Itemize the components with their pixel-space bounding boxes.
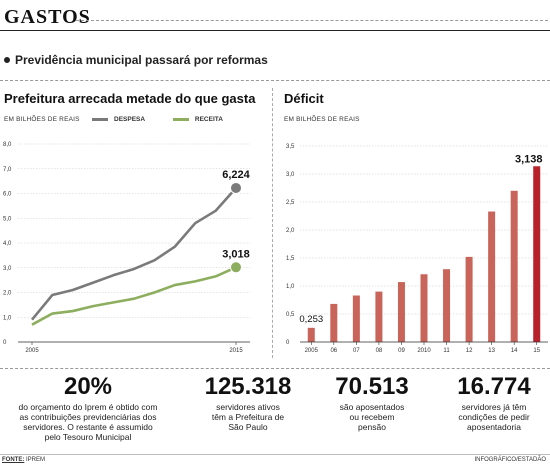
stat-text: são aposentados ou recebem pensão	[339, 402, 405, 432]
line-chart-xtick-label: 2015	[229, 348, 243, 354]
bar-data-label: 0,253	[299, 314, 323, 325]
deficit-bar	[352, 295, 360, 342]
stat-value: 20%	[63, 373, 113, 400]
deficit-bar	[465, 256, 473, 342]
separator-rule	[0, 80, 550, 81]
stat-value: 16.774	[457, 373, 531, 400]
legend-label-receita: RECEITA	[194, 116, 223, 123]
stat-value: 70.513	[335, 373, 409, 400]
bar-chart-ytick-label: 2,5	[286, 200, 295, 206]
bar-chart-xtick-label: 14	[511, 348, 518, 354]
deficit-bar	[510, 190, 518, 342]
page-title: GASTOS	[4, 6, 91, 28]
stat-active-servants: 125.318 servidores ativos têm a Prefeitu…	[188, 372, 308, 432]
source-name: IPREM	[26, 457, 46, 463]
headline: Previdência municipal passará por reform…	[4, 53, 268, 67]
line-endpoint-receita	[230, 261, 242, 274]
line-chart-ytick-label: 4,0	[3, 241, 12, 247]
stat-retired: 70.513 são aposentados ou recebem pensão	[322, 372, 422, 432]
header-dashed-rule	[76, 20, 548, 21]
deficit-bar	[533, 166, 541, 342]
deficit-bar	[488, 211, 496, 342]
stat-eligible: 16.774 servidores já têm condições de pe…	[440, 372, 548, 432]
line-chart-ytick-label: 1,0	[3, 315, 12, 321]
line-chart-unit: EM BILHÕES DE REAIS	[4, 116, 80, 123]
stat-value: 125.318	[204, 373, 292, 400]
bar-chart-xtick-label: 06	[330, 348, 337, 354]
bar-chart-unit: EM BILHÕES DE REAIS	[284, 116, 360, 123]
stat-text: servidores já têm condições de pedir apo…	[458, 402, 530, 432]
bullet-icon	[4, 56, 10, 63]
bar-chart-xtick-label: 08	[376, 348, 383, 354]
legend-item-receita: RECEITA	[172, 116, 223, 123]
stat-contribution: 20% do orçamento do Iprem é obtido com a…	[0, 372, 176, 442]
bar-chart-xtick-label: 2010	[417, 348, 431, 354]
title-rule	[0, 30, 550, 31]
bar-chart-xtick-label: 15	[533, 348, 540, 354]
bar-chart-xtick-label: 13	[488, 348, 495, 354]
bar-chart-ytick-label: 2,0	[286, 228, 295, 234]
line-chart-ytick-label: 3,0	[3, 266, 12, 272]
deficit-bar	[375, 291, 383, 342]
line-chart-ytick-label: 8,0	[3, 142, 12, 148]
line-data-label-despesa: 6,224	[222, 169, 250, 181]
deficit-bar	[307, 327, 315, 342]
bar-chart-xtick-label: 07	[353, 348, 360, 354]
bar-chart-xtick-label: 09	[398, 348, 405, 354]
bar-chart-ytick-label: 0,5	[286, 312, 295, 318]
line-series-despesa	[30, 187, 237, 321]
line-chart-ytick-label: 2,0	[3, 291, 12, 297]
bar-chart-xtick-label: 12	[466, 348, 473, 354]
bar-chart-ytick-label: 1,5	[286, 256, 295, 262]
line-chart-ytick-label: 7,0	[3, 167, 12, 173]
headline-text: Previdência municipal passará por reform…	[15, 53, 268, 67]
legend-item-despesa: DESPESA	[92, 116, 145, 123]
source-label: FONTE:	[2, 457, 25, 463]
stat-text: do orçamento do Iprem é obtido com as co…	[18, 402, 158, 442]
stats-rule	[0, 368, 550, 369]
deficit-bar	[397, 282, 405, 342]
line-endpoint-despesa	[230, 181, 242, 194]
legend-label-despesa: DESPESA	[114, 116, 146, 123]
bar-chart-xtick-label: 11	[443, 348, 450, 354]
legend-swatch-receita	[172, 118, 189, 121]
source: FONTE: IPREM	[2, 457, 45, 463]
panel-divider	[272, 88, 273, 358]
line-data-label-receita: 3,018	[222, 248, 250, 260]
deficit-bar	[443, 269, 451, 342]
line-series-receita	[31, 266, 237, 326]
bar-chart-ytick-label: 3,0	[286, 172, 295, 178]
line-chart-title: Prefeitura arrecada metade do que gasta	[4, 91, 256, 106]
line-chart-ytick-label: 0	[3, 340, 7, 346]
stat-text: servidores ativos têm a Prefeitura de Sã…	[211, 402, 285, 432]
bar-chart-ytick-label: 1,0	[286, 284, 295, 290]
line-chart-ytick-label: 6,0	[3, 192, 12, 198]
line-chart-ytick-label: 5,0	[3, 216, 12, 222]
line-chart-legend: DESPESA RECEITA	[92, 116, 249, 123]
bar-chart-ytick-label: 0	[286, 340, 290, 346]
bar-chart-title: Déficit	[284, 91, 324, 106]
credit: INFOGRÁFICO/ESTADÃO	[474, 457, 546, 463]
deficit-bar	[420, 274, 428, 342]
bar-data-label: 3,138	[515, 153, 543, 165]
deficit-bar	[330, 303, 338, 342]
bar-chart-xtick-label: 2005	[305, 348, 319, 354]
footer-rule	[0, 454, 550, 455]
line-chart-xtick-label: 2005	[25, 348, 39, 354]
legend-swatch-despesa	[92, 118, 108, 121]
bar-chart-ytick-label: 3,5	[286, 144, 295, 150]
